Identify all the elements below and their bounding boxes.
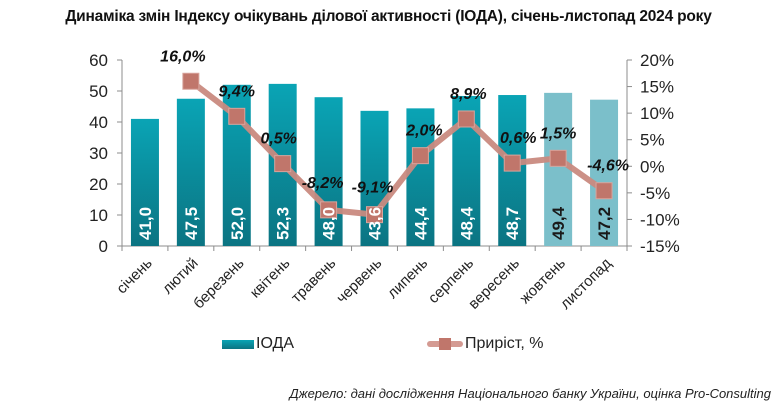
y-left-tick-label: 50 [89,82,108,101]
growth-marker [182,72,200,90]
y-left-tick-label: 20 [89,175,108,194]
bar-value-label: 52,3 [274,207,293,240]
x-tick-label: червень [333,255,385,307]
y-right-tick-label: -15% [640,237,680,256]
legend-item-ioda: ІОДА [222,335,294,353]
growth-value-label: 16,0% [160,48,205,65]
bar-value-label: 52,0 [228,207,247,240]
growth-value-label: 9,4% [219,83,255,100]
y-right-tick-label: 5% [640,131,665,150]
bar-value-label: 47,5 [182,207,201,240]
y-left-tick-label: 40 [89,113,108,132]
bar [360,110,389,246]
y-left-tick-label: 0 [99,237,108,256]
growth-marker [228,107,246,125]
y-right-tick-label: 15% [640,78,674,97]
data-labels: 41,0 47,5 52,0 52,3 48,0 43,6 44,4 48,4 48,7 49,4… [136,48,629,240]
legend-item-growth: Приріст, % [427,335,543,353]
growth-value-label: 2,0% [405,123,442,140]
growth-value-label: -9,1% [352,180,394,197]
bar-value-label: 44,4 [411,206,430,240]
growth-marker [411,147,429,165]
legend-label-ioda: ІОДА [256,335,295,352]
bar-value-label: 41,0 [136,207,155,240]
growth-marker [549,149,567,167]
legend-label-growth: Приріст, % [465,335,544,352]
x-tick-label: травень [288,255,340,307]
growth-value-label: -4,6% [587,158,629,175]
y-right-tick-label: 0% [640,157,665,176]
growth-value-label: 0,6% [500,130,536,147]
x-tick-label: листопад [557,255,615,313]
growth-marker [366,206,383,224]
growth-marker [320,201,338,219]
bar [406,108,435,246]
x-tick-label: вересень [465,255,523,313]
x-tick-label: січень [113,255,156,298]
chart-svg: 41,0 47,5 52,0 52,3 48,0 43,6 44,4 48,4 48,7 49,4… [89,48,680,313]
line-series [182,72,613,224]
growth-marker [595,182,613,200]
growth-marker [457,110,475,128]
source-note: Джерело: дані дослідження Національного … [289,386,771,401]
bar [314,97,343,246]
legend-bar-swatch [222,339,254,349]
growth-value-label: 8,9% [450,86,486,103]
bar [544,92,573,246]
y-right-tick-label: 20% [640,51,674,70]
bar-value-label: 48,4 [457,206,476,240]
x-tick-label: квітень [247,255,294,302]
x-tick-label: лютий [159,255,202,298]
y-left-tick-label: 60 [89,51,108,70]
y-right-tick-label: 10% [640,104,674,123]
y-left-tick-label: 10 [89,206,108,225]
chart-title: Динаміка змін Індексу очікувань ділової … [65,8,712,25]
growth-marker [274,155,292,173]
bar [176,98,205,246]
y-right-tick-label: -10% [640,210,680,229]
growth-value-label: 0,5% [260,131,296,148]
y-left-tick-label: 30 [89,144,108,163]
bar [130,118,159,246]
bar-value-label: 43,6 [366,207,385,240]
y-right-tick-label: -5% [640,184,670,203]
bar-value-label: 47,2 [595,207,614,240]
x-tick-label: березень [190,255,248,313]
bar-value-label: 49,4 [549,206,568,240]
bar-value-label: 48,7 [503,207,522,240]
growth-line [187,78,608,218]
growth-value-label: 1,5% [540,125,576,142]
growth-value-label: -8,2% [302,175,344,192]
bar-value-label: 48,0 [320,207,339,240]
growth-marker [503,154,521,172]
bar [590,99,619,247]
legend-line-swatch [427,338,463,350]
